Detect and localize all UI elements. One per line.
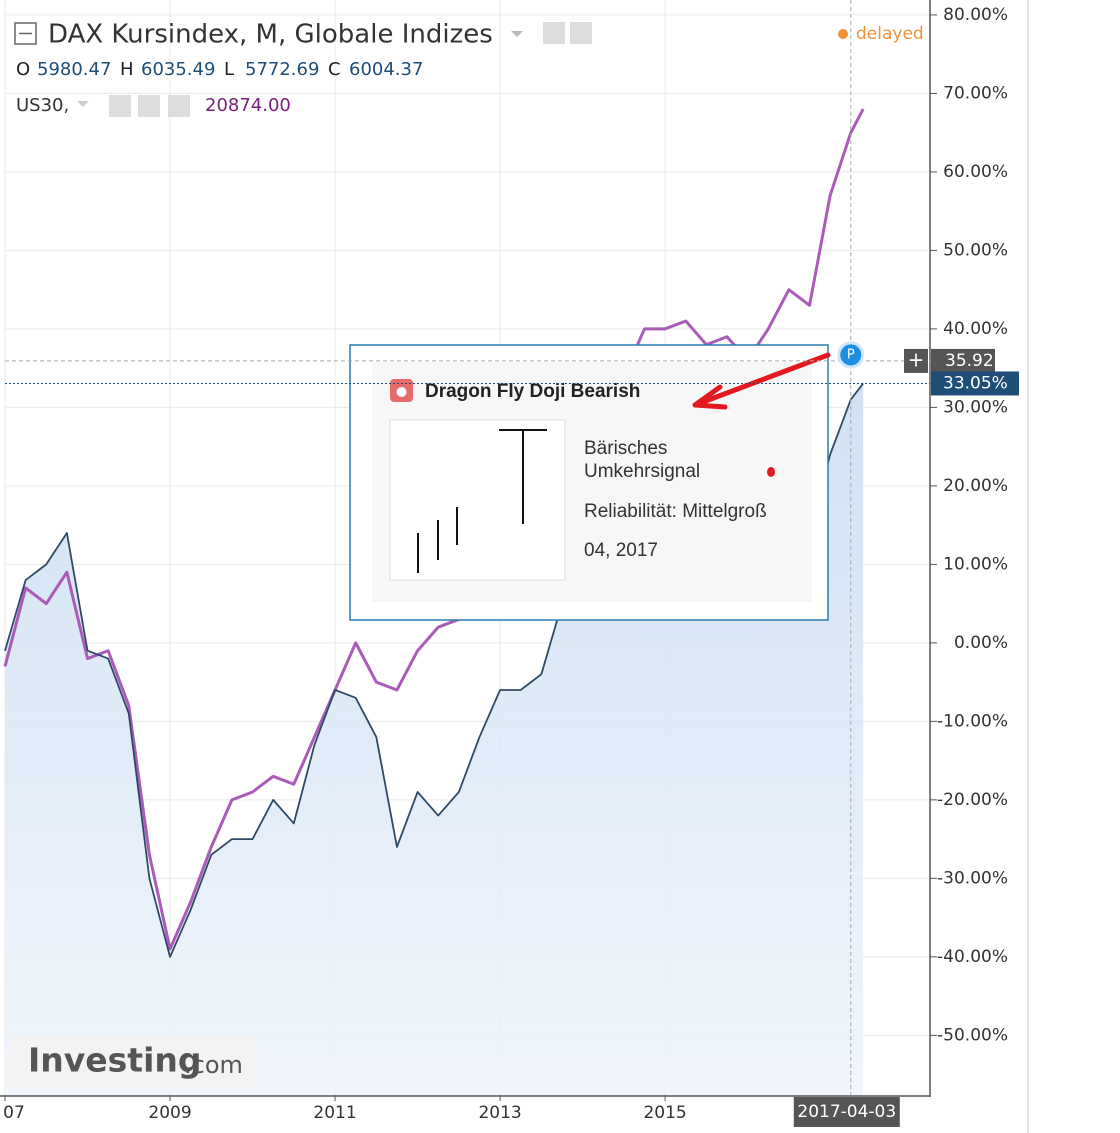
- last-value-box: [931, 371, 1019, 396]
- y-tick-label: 40.00%: [943, 319, 1008, 339]
- gear-icon[interactable]: [570, 22, 592, 44]
- marker: [837, 341, 865, 369]
- ohlc: O 5980.47 H 6035.49 L 5772.69 C 6004.37: [16, 59, 423, 80]
- status: delayed: [856, 24, 924, 44]
- y-tick-label: -30.00%: [937, 868, 1008, 888]
- pattern-candles: [417, 429, 547, 573]
- ohlc-value: 6035.49: [141, 59, 215, 80]
- ohlc-label: L: [224, 59, 234, 80]
- chart-title: DAX Kursindex, M, Globale Indizes: [48, 20, 493, 50]
- header: DAX Kursindex, M, Globale Indizes delaye…: [14, 20, 924, 117]
- y-tick-label: 0.00%: [954, 633, 1008, 653]
- pattern-image: [389, 419, 566, 581]
- x-tick-label: 07: [3, 1103, 25, 1123]
- crosshair-x-label: 2017-04-03: [797, 1102, 896, 1122]
- plus: +: [908, 347, 925, 371]
- crosshair-x-box: [793, 1097, 900, 1127]
- watermark-text: .com: [184, 1051, 243, 1079]
- series-line: [3, 108, 865, 951]
- status-dot: [838, 29, 848, 39]
- gear-icon[interactable]: [138, 95, 160, 117]
- tooltip-text: Bärisches: [584, 438, 667, 459]
- crosshair-y-label: 35.92: [945, 351, 994, 371]
- plus-button[interactable]: [904, 348, 928, 373]
- close-icon[interactable]: [168, 95, 190, 117]
- legend-us30: US30,: [16, 95, 69, 116]
- x-tick-label: 2013: [478, 1103, 521, 1123]
- dropdown[interactable]: [77, 101, 89, 107]
- y-tick-label: 10.00%: [943, 554, 1008, 574]
- ohlc-value: 5980.47: [37, 59, 111, 80]
- y-tick-label: 60.00%: [943, 162, 1008, 182]
- crosshair-y-box: [931, 348, 995, 373]
- us30-value: 20874.00: [205, 95, 291, 116]
- y-tick-label: -10.00%: [937, 711, 1008, 731]
- ohlc-value: 5772.69: [245, 59, 319, 80]
- tooltip-text: 04, 2017: [584, 540, 658, 561]
- y-tick-label: 30.00%: [943, 397, 1008, 417]
- pattern-tooltip: Dragon Fly Doji Bearish Bärisches Umkehr…: [349, 344, 831, 621]
- axes: -50.00% -40.00% -30.00% -20.00% -10.00% 0.00%…: [3, 5, 1008, 1123]
- red-arrow: [692, 352, 831, 410]
- marker-label: P: [847, 347, 855, 362]
- x-tick-label: 2009: [148, 1103, 191, 1123]
- eye-icon[interactable]: [109, 95, 131, 117]
- y-tick-label: 80.00%: [943, 5, 1008, 25]
- tooltip-title: Dragon Fly Doji Bearish: [425, 381, 640, 402]
- ohlc-value: 6004.37: [349, 59, 423, 80]
- eye-icon[interactable]: [543, 22, 565, 44]
- ohlc-label: C: [328, 59, 341, 80]
- dropdown[interactable]: [511, 31, 523, 37]
- y-tick-label: 70.00%: [943, 83, 1008, 103]
- watermark: Investing .com: [10, 1035, 257, 1088]
- tooltip-text: Reliabilität: Mittelgroß: [584, 501, 767, 522]
- ohlc-label: H: [120, 59, 134, 80]
- x-tick-label: 2015: [643, 1103, 686, 1123]
- ohlc-label: O: [16, 59, 30, 80]
- red-dot: [767, 467, 775, 477]
- x-tick-label: 2011: [313, 1103, 356, 1123]
- tooltip-text: Umkehrsignal: [584, 461, 700, 482]
- y-tick-label: 50.00%: [943, 240, 1008, 260]
- y-tick-label: 20.00%: [943, 476, 1008, 496]
- y-tick-label: -20.00%: [937, 790, 1008, 810]
- watermark-bg: [10, 1035, 257, 1088]
- y-tick-label: -50.00%: [937, 1025, 1008, 1045]
- last-value-label: 33.05%: [943, 373, 1008, 393]
- watermark-text: Investing: [28, 1041, 202, 1080]
- y-tick-label: -40.00%: [937, 947, 1008, 967]
